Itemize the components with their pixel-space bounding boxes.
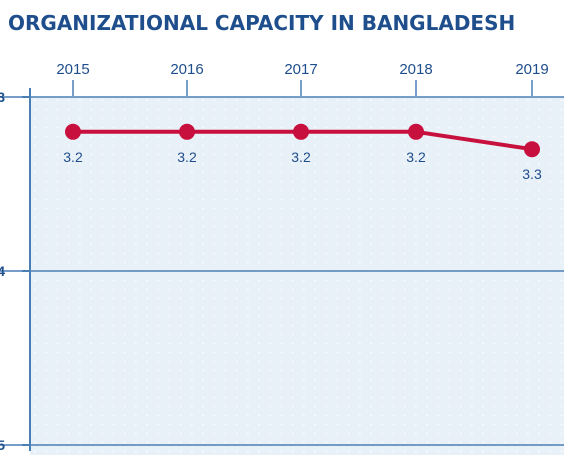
x-tick-label: 2019 [515, 61, 548, 78]
data-labels-group: 3.2 3.2 3.2 3.2 3.3 [63, 149, 542, 182]
plot-dot-texture [30, 97, 564, 455]
points-group [65, 123, 540, 158]
y-tick-label: 5 [0, 437, 5, 453]
data-label: 3.2 [177, 149, 197, 165]
y-tick-label: 4 [0, 263, 5, 279]
data-label: 3.2 [63, 149, 83, 165]
x-tick-label: 2016 [170, 61, 203, 78]
data-point [524, 141, 540, 158]
x-tick-label: 2015 [56, 61, 89, 78]
data-point [293, 123, 309, 140]
data-point [65, 123, 81, 140]
data-label: 3.2 [291, 149, 311, 165]
x-tick-label: 2017 [284, 61, 317, 78]
data-label: 3.3 [522, 166, 542, 182]
y-axis: 3 4 5 [0, 89, 30, 453]
data-point [408, 123, 424, 140]
data-label: 3.2 [406, 149, 426, 165]
data-point [179, 123, 195, 140]
gridlines [0, 96, 564, 446]
x-tick-label: 2018 [399, 61, 432, 78]
chart-title: ORGANIZATIONAL CAPACITY IN BANGLADESH [8, 11, 515, 35]
plot-area [30, 97, 564, 455]
x-axis: 2015 2016 2017 2018 2019 [56, 61, 549, 96]
y-tick-label: 3 [0, 89, 5, 105]
